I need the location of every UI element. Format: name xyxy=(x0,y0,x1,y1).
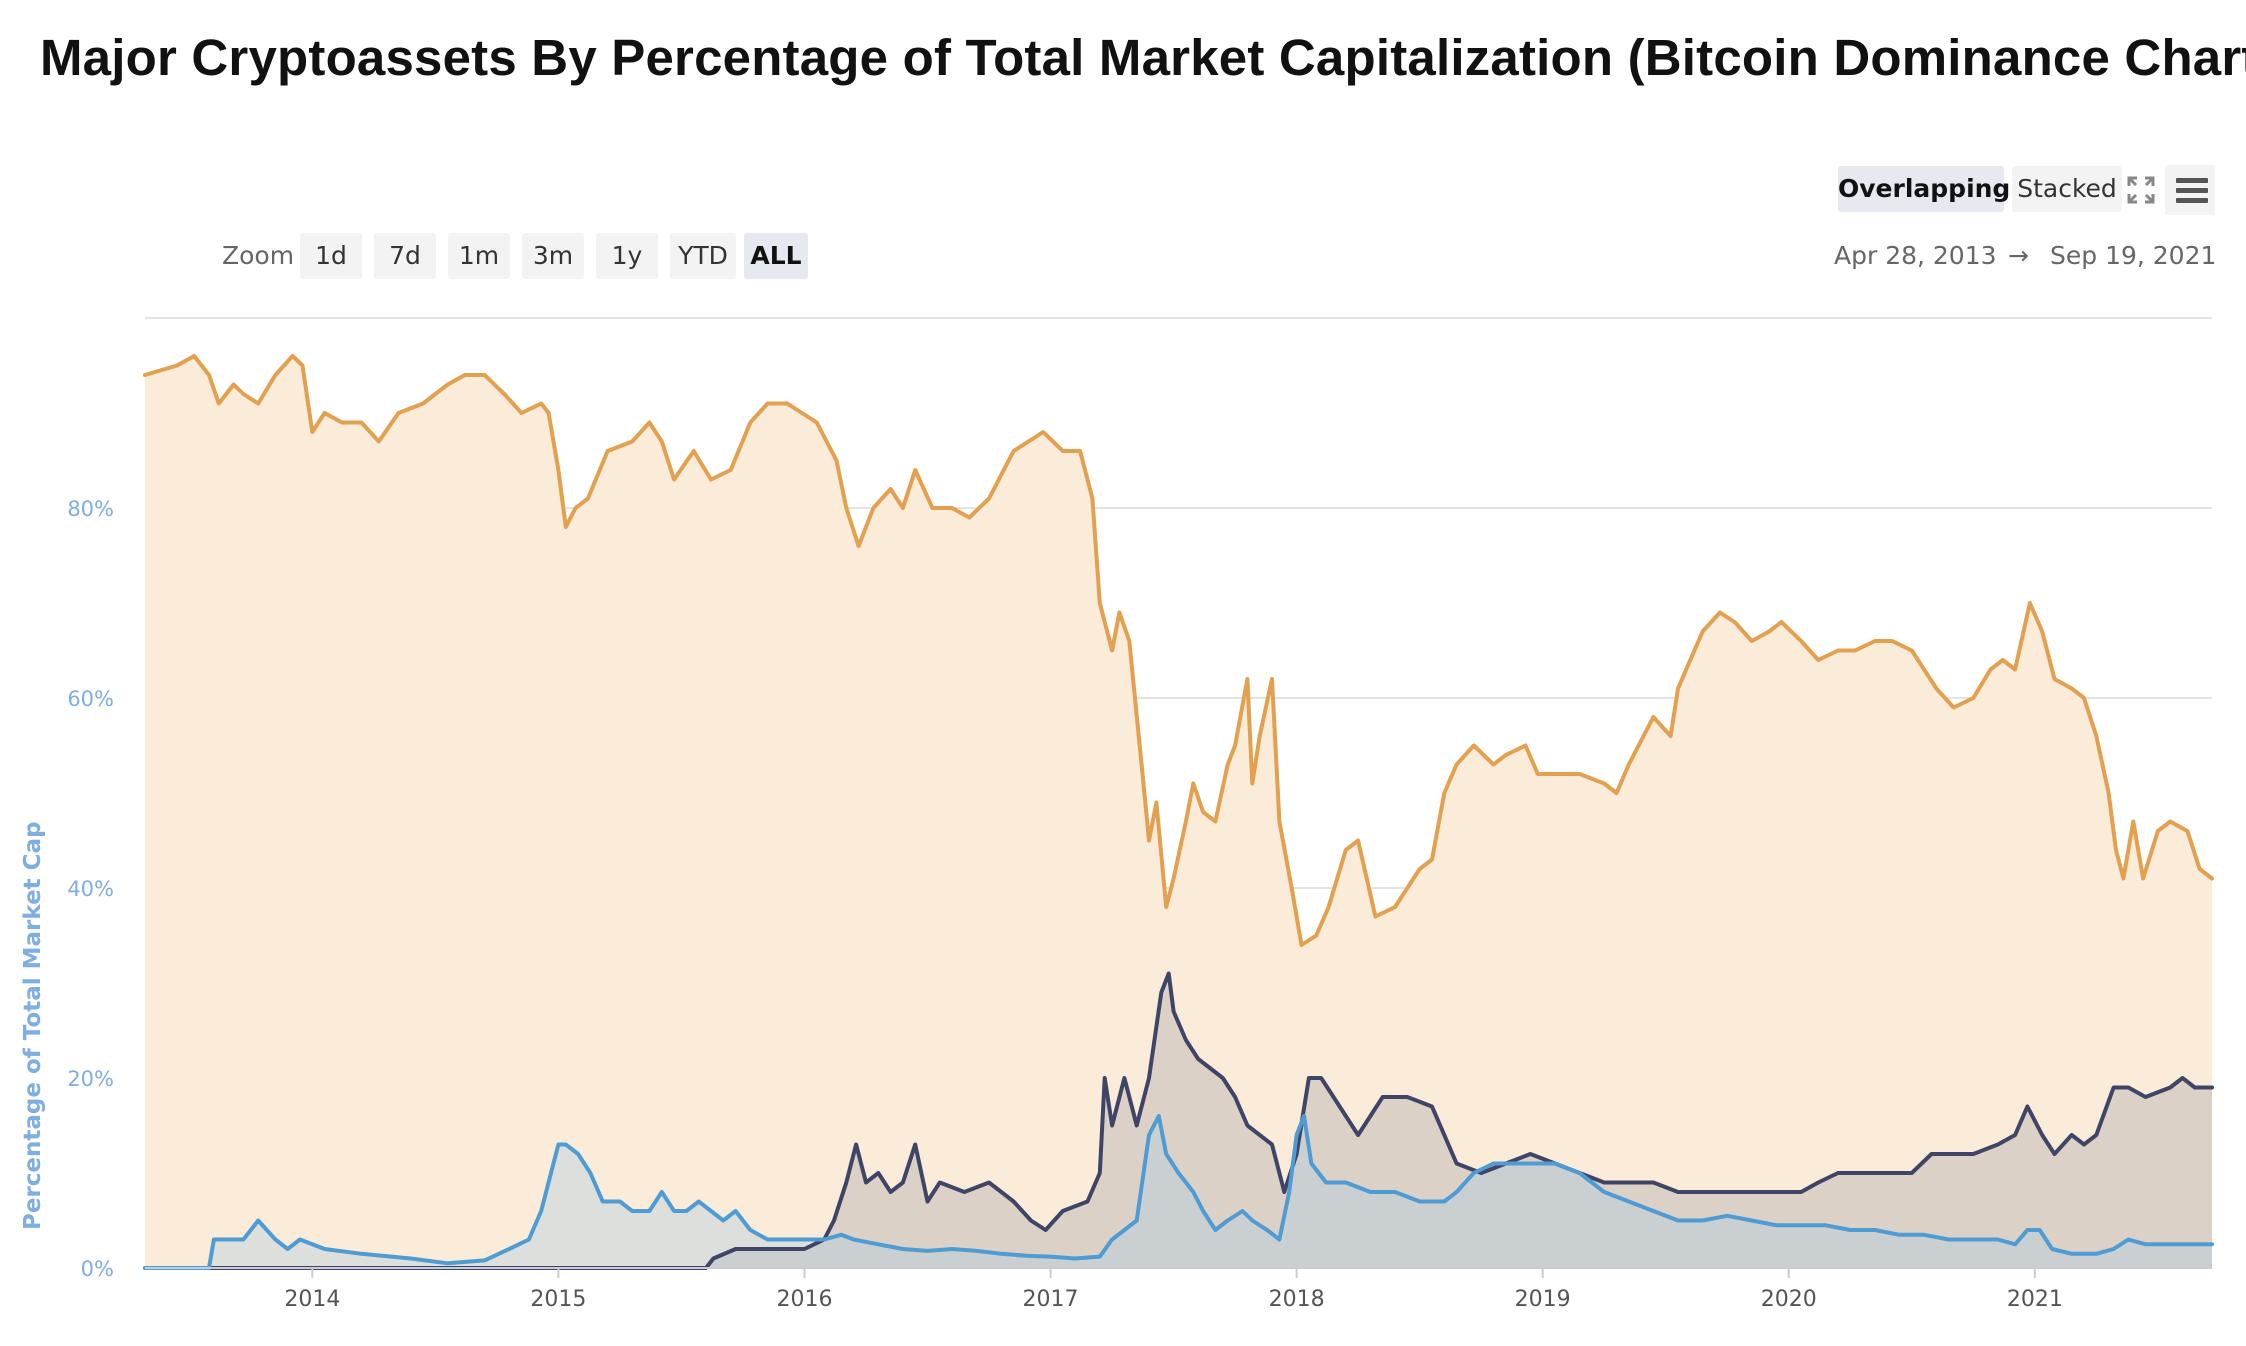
zoom-1m-button[interactable]: 1m xyxy=(448,233,510,279)
fullscreen-icon xyxy=(2127,176,2155,204)
menu-button[interactable] xyxy=(2165,165,2215,215)
series-area-0 xyxy=(145,356,2212,1268)
y-tick-label: 20% xyxy=(67,1067,114,1091)
zoom-all-button[interactable]: ALL xyxy=(744,233,808,279)
series-lines xyxy=(143,354,2214,1270)
y-axis-title: Percentage of Total Market Cap xyxy=(20,821,46,1230)
x-tick-label: 2020 xyxy=(1761,1287,1817,1312)
x-tick-label: 2017 xyxy=(1023,1287,1079,1312)
y-tick-label: 60% xyxy=(67,687,114,711)
stacked-mode-button[interactable]: Stacked xyxy=(2012,166,2122,212)
x-tick-label: 2014 xyxy=(284,1287,340,1312)
axes: 0% 20% 40% 60% 80% 2014 2015 2016 2017 2018 2019 20… xyxy=(67,497,2212,1312)
fullscreen-button[interactable] xyxy=(2116,165,2166,215)
y-tick-label: 40% xyxy=(67,877,114,901)
series-areas xyxy=(145,356,2212,1268)
zoom-3m-button[interactable]: 3m xyxy=(522,233,584,279)
range-end[interactable]: Sep 19, 2021 xyxy=(2050,241,2217,270)
series-line-2 xyxy=(143,1114,2214,1270)
series-area-2 xyxy=(145,1116,2212,1268)
overlapping-mode-button[interactable]: Overlapping xyxy=(1838,166,2010,212)
zoom-1y-button[interactable]: 1y xyxy=(596,233,658,279)
y-tick-label: 80% xyxy=(67,497,114,521)
chart-title: Major Cryptoassets By Percentage of Tota… xyxy=(40,29,2246,86)
series-area-1 xyxy=(145,973,2212,1268)
x-tick-label: 2021 xyxy=(2007,1287,2063,1312)
x-tick-label: 2015 xyxy=(530,1287,586,1312)
y-tick-label: 0% xyxy=(81,1257,114,1281)
x-tick-label: 2018 xyxy=(1269,1287,1325,1312)
zoom-ytd-button[interactable]: YTD xyxy=(670,233,736,279)
zoom-1d-button[interactable]: 1d xyxy=(300,233,362,279)
range-start[interactable]: Apr 28, 2013 xyxy=(1834,241,1997,270)
zoom-label: Zoom xyxy=(222,241,295,270)
range-arrow: → xyxy=(2008,241,2029,270)
x-tick-label: 2016 xyxy=(776,1287,832,1312)
series-line-1 xyxy=(143,971,2214,1270)
zoom-7d-button[interactable]: 7d xyxy=(374,233,436,279)
series-line-0 xyxy=(143,354,2214,947)
x-tick-label: 2019 xyxy=(1515,1287,1571,1312)
